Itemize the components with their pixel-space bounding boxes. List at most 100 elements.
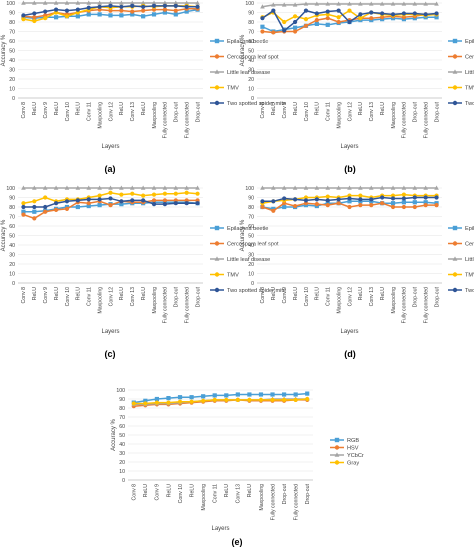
legend-label: TMV — [227, 273, 239, 279]
data-point — [177, 395, 183, 400]
data-point — [97, 12, 102, 17]
data-point — [32, 185, 37, 190]
x-tick-label: Conv 9 — [43, 287, 49, 304]
data-point — [173, 8, 178, 13]
y-tick-label: 10 — [248, 271, 254, 277]
y-axis-title: Accuracy % — [240, 34, 246, 66]
data-point — [314, 18, 319, 23]
data-point — [53, 185, 59, 190]
data-point — [303, 17, 309, 22]
series-two-spotted-spider-mite — [260, 8, 439, 33]
legend-marker — [452, 241, 458, 246]
data-point — [401, 1, 407, 6]
data-point — [434, 195, 439, 200]
y-tick-label: 0 — [12, 281, 15, 287]
data-point — [347, 204, 352, 210]
data-point — [119, 192, 124, 197]
data-point — [281, 397, 287, 402]
y-axis-title: Accuracy % — [1, 34, 7, 66]
data-point — [358, 16, 363, 21]
data-point — [336, 19, 341, 25]
data-point — [64, 206, 70, 211]
y-tick-label: 40 — [248, 58, 254, 64]
data-point — [108, 196, 113, 201]
data-point — [75, 0, 81, 5]
x-tick-label: ReLU — [271, 287, 277, 301]
y-tick-label: 30 — [248, 67, 254, 73]
data-point — [143, 401, 148, 406]
data-point — [21, 0, 26, 5]
y-tick-label: 20 — [9, 77, 15, 83]
data-point — [358, 193, 363, 198]
data-point — [43, 16, 48, 21]
x-tick-label: ReLU — [32, 287, 38, 301]
data-point — [21, 212, 26, 217]
data-point — [53, 207, 59, 212]
x-tick-label: Conv 12 — [108, 102, 114, 121]
data-point — [325, 185, 331, 190]
legend-marker — [214, 69, 220, 74]
data-point — [21, 201, 26, 206]
y-tick-label: 60 — [248, 224, 254, 230]
data-point — [53, 201, 59, 206]
data-point — [347, 8, 352, 13]
data-point — [314, 185, 320, 190]
x-tick-label: Fully connected — [163, 102, 169, 138]
data-point — [151, 12, 157, 17]
y-axis-title: Accuracy % — [111, 419, 117, 451]
data-point — [32, 199, 37, 204]
data-point — [423, 185, 428, 190]
data-point — [235, 392, 240, 397]
data-point — [86, 0, 92, 5]
x-tick-label: ReLU — [141, 102, 147, 116]
data-point — [86, 197, 91, 202]
data-point — [282, 19, 287, 25]
y-tick-label: 60 — [119, 424, 125, 430]
legend-label: RGB — [347, 438, 359, 444]
x-tick-label: Conv 11 — [87, 102, 93, 121]
x-tick-label: Conv 8 — [21, 102, 27, 119]
series-line — [133, 399, 308, 407]
legend-marker — [214, 100, 220, 106]
data-point — [129, 0, 135, 5]
data-point — [130, 12, 135, 17]
x-tick-label: ReLU — [54, 287, 60, 301]
x-tick-label: Maxpooling — [152, 102, 158, 129]
data-point — [97, 203, 102, 208]
x-tick-label: Drop-out — [174, 286, 180, 307]
data-point — [270, 392, 275, 397]
data-point — [235, 397, 240, 402]
legend-label: YCbCr — [347, 453, 364, 459]
data-point — [303, 8, 309, 13]
chart-panel-d: 0 10 20 30 40 50 60 70 80 90 100 Conv 8 ReLU Conv 9 Re… — [240, 185, 474, 359]
y-tick-label: 100 — [245, 1, 254, 7]
y-tick-label: 50 — [9, 233, 15, 239]
data-point — [53, 15, 59, 20]
data-point — [140, 185, 146, 190]
x-tick-label: ReLU — [32, 102, 38, 116]
y-tick-label: 50 — [9, 48, 15, 54]
data-point — [108, 0, 113, 5]
data-point — [412, 1, 418, 6]
legend-label: Cercospora leaf spot — [465, 242, 474, 248]
data-point — [271, 30, 276, 35]
data-point — [325, 9, 330, 14]
data-point — [43, 209, 48, 214]
data-point — [314, 197, 319, 202]
data-point — [86, 201, 91, 206]
data-point — [141, 8, 146, 13]
series-line — [133, 392, 308, 404]
y-tick-label: 40 — [9, 58, 15, 64]
data-point — [189, 399, 194, 404]
x-tick-label: Fully connected — [163, 287, 169, 323]
data-point — [173, 12, 178, 17]
data-point — [379, 185, 385, 190]
y-tick-label: 10 — [9, 271, 15, 277]
y-tick-label: 70 — [9, 214, 15, 220]
x-tick-label: ReLU — [189, 484, 195, 498]
x-tick-label: Conv 13 — [130, 102, 136, 121]
y-tick-label: 40 — [9, 243, 15, 249]
data-point — [162, 185, 168, 190]
x-tick-label: ReLU — [166, 484, 172, 498]
